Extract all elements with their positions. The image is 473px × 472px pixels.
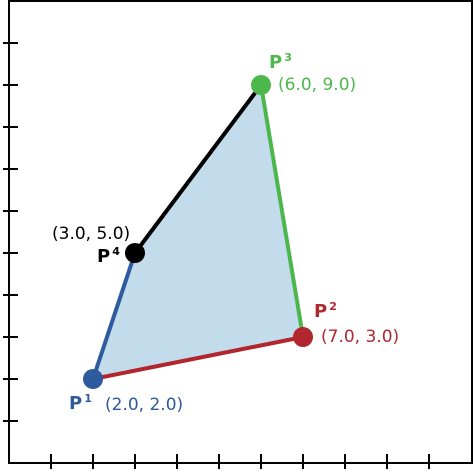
edge-p2-p3 bbox=[259, 83, 305, 339]
coord-label-p4: (3.0, 5.0) bbox=[52, 224, 130, 244]
tick-marks bbox=[3, 42, 430, 469]
points bbox=[83, 75, 313, 389]
labels: P 1 (2.0, 2.0) P 2 (7.0, 3.0) P 3(6.0, 9.0) P 4(3… bbox=[52, 51, 399, 415]
quad-fill bbox=[93, 85, 303, 379]
edges bbox=[91, 83, 305, 381]
point-p1 bbox=[83, 369, 103, 389]
point-p2 bbox=[293, 327, 313, 347]
coord-label-p3: (6.0, 9.0) bbox=[278, 75, 356, 95]
edge-p4-p1 bbox=[91, 251, 137, 381]
plot-frame bbox=[8, 0, 473, 464]
edge-p1-p2 bbox=[91, 335, 305, 381]
point-p3 bbox=[251, 75, 271, 95]
point-p4 bbox=[125, 243, 145, 263]
edge-p3-p4 bbox=[133, 83, 263, 255]
coord-label-p2: (7.0, 3.0) bbox=[321, 327, 399, 347]
coord-label-p1: (2.0, 2.0) bbox=[105, 395, 183, 415]
